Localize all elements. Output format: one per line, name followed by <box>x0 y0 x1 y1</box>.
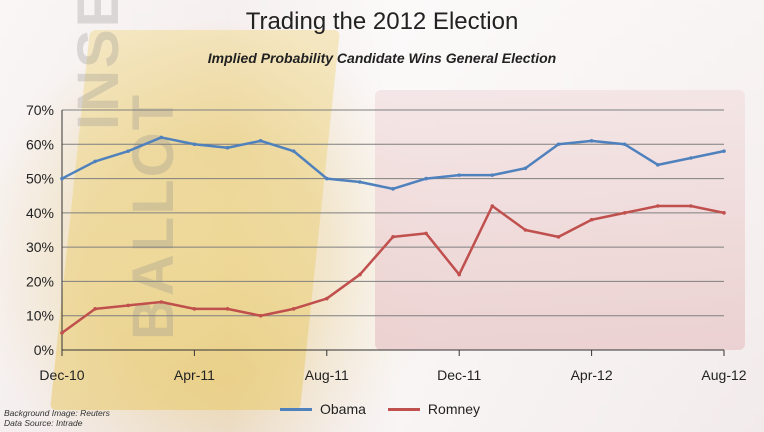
data-point-obama-19 <box>689 156 693 160</box>
x-tick-label-5: Aug-12 <box>701 367 746 383</box>
x-tick-label-3: Dec-11 <box>437 367 481 383</box>
y-tick-label-3: 30% <box>26 239 54 255</box>
x-tick-label-2: Aug-11 <box>305 367 349 383</box>
data-point-romney-15 <box>556 235 561 239</box>
y-tick-label-6: 60% <box>26 136 54 152</box>
data-point-romney-10 <box>391 235 395 239</box>
y-tick-label-7: 70% <box>26 102 54 118</box>
data-point-obama-14 <box>523 166 528 171</box>
data-point-romney-13 <box>490 204 495 208</box>
data-point-obama-17 <box>622 142 627 147</box>
data-point-romney-3 <box>159 300 164 304</box>
data-point-obama-0 <box>60 176 64 181</box>
data-point-romney-1 <box>93 307 97 311</box>
y-tick-label-5: 50% <box>26 171 54 187</box>
data-point-obama-18 <box>656 163 660 167</box>
data-point-romney-18 <box>656 204 660 208</box>
legend-item-romney: Romney <box>387 401 481 417</box>
y-tick-label-0: 0% <box>34 342 54 358</box>
y-tick-label-2: 20% <box>26 273 54 289</box>
data-point-romney-20 <box>722 211 726 215</box>
x-tick-label-0: Dec-10 <box>39 367 84 383</box>
data-point-obama-10 <box>391 187 395 191</box>
chart-title: Trading the 2012 Election <box>245 8 519 35</box>
data-point-romney-7 <box>291 307 296 311</box>
source-notes: Background Image: Reuters Data Source: I… <box>4 408 110 428</box>
chart-subtitle: Implied Probability Candidate Wins Gener… <box>207 50 557 66</box>
data-point-obama-20 <box>722 149 726 153</box>
data-point-obama-5 <box>225 145 230 150</box>
source-line-image: Background Image: Reuters <box>4 408 110 418</box>
data-point-obama-9 <box>358 180 362 184</box>
data-point-romney-17 <box>622 211 627 215</box>
data-point-romney-4 <box>192 307 197 311</box>
y-tick-label-4: 40% <box>26 205 54 221</box>
data-point-obama-12 <box>457 173 462 177</box>
legend: Obama Romney <box>280 401 480 417</box>
x-tick-label-1: Apr-11 <box>174 367 215 383</box>
legend-item-obama: Obama <box>280 401 366 417</box>
data-point-obama-6 <box>258 139 263 143</box>
data-point-romney-0 <box>60 331 64 335</box>
series-line-romney <box>61 204 725 334</box>
legend-label-romney: Romney <box>427 401 481 417</box>
data-point-romney-5 <box>225 307 230 311</box>
data-point-romney-2 <box>126 303 130 308</box>
data-point-obama-8 <box>325 176 329 181</box>
data-point-romney-8 <box>325 296 329 301</box>
data-point-obama-15 <box>556 142 561 147</box>
data-point-obama-16 <box>589 139 594 143</box>
x-tick-label-4: Apr-12 <box>571 367 613 383</box>
legend-label-obama: Obama <box>320 401 366 417</box>
data-point-romney-14 <box>523 228 528 232</box>
data-point-romney-19 <box>689 204 693 208</box>
legend-swatch-obama <box>280 407 312 411</box>
data-point-obama-13 <box>490 173 495 177</box>
y-tick-label-1: 10% <box>26 308 54 324</box>
data-point-obama-1 <box>93 159 97 164</box>
source-line-data: Data Source: Intrade <box>4 418 83 428</box>
legend-swatch-romney <box>387 407 420 411</box>
data-point-romney-6 <box>258 313 263 318</box>
data-point-obama-7 <box>291 149 296 153</box>
ballot-slot-image <box>375 90 745 350</box>
data-point-obama-3 <box>159 135 164 140</box>
data-point-romney-16 <box>589 217 594 222</box>
data-point-romney-11 <box>424 231 428 236</box>
data-point-obama-11 <box>424 176 428 181</box>
data-point-romney-9 <box>358 272 362 277</box>
data-point-obama-4 <box>192 142 197 147</box>
data-point-romney-12 <box>457 272 462 277</box>
data-point-obama-2 <box>126 149 130 153</box>
